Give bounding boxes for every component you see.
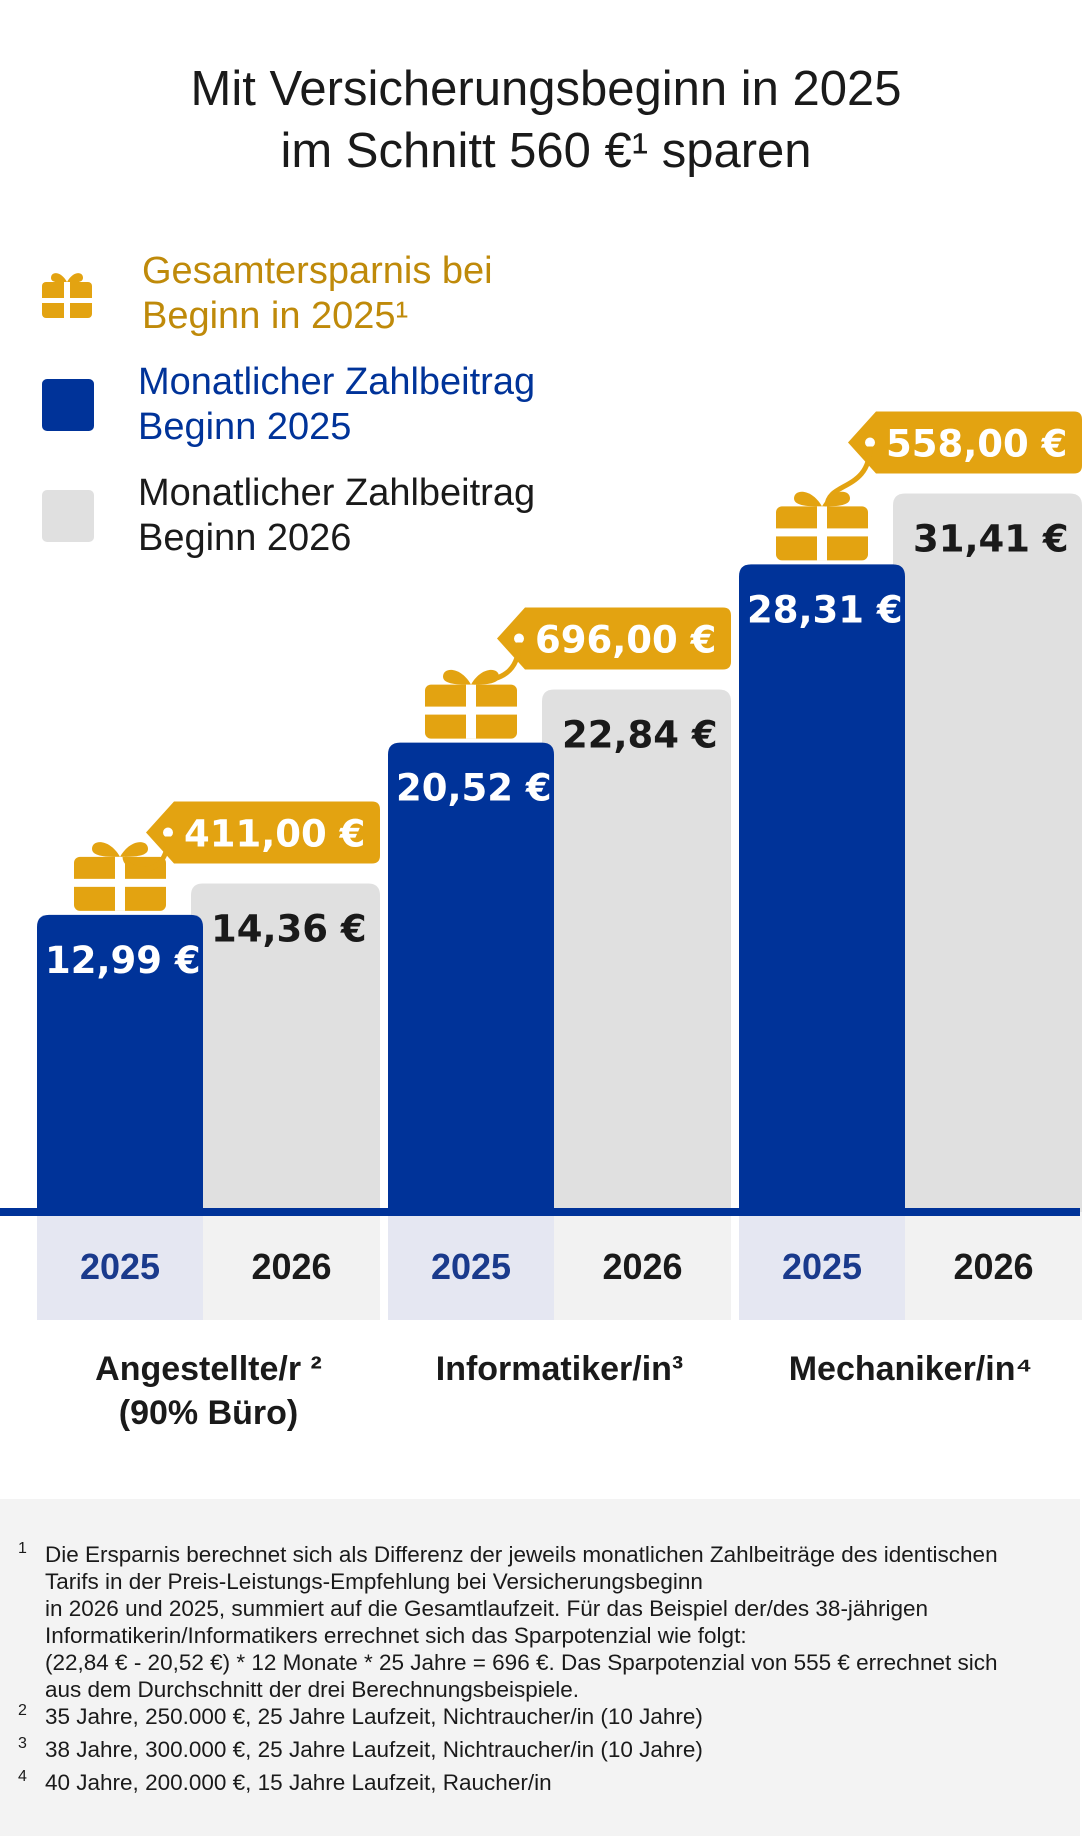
savings-tag-string — [122, 836, 171, 872]
savings-tag — [497, 607, 731, 670]
gift-bow-left — [92, 842, 120, 857]
savings-tag — [146, 801, 380, 864]
bar-chart: 14,36 €12,99 € 411,00 € 2025 2026 22,84 €20,… — [0, 411, 1082, 1320]
chart-title-line1: Mit Versicherungsbeginn in 2025 — [190, 62, 902, 116]
category-label: Informatiker/in³ — [368, 1347, 751, 1391]
legend-2026: Monatlicher Zahlbeitrag Beginn 2026 — [138, 471, 535, 561]
axis-label-2025: 2025 — [431, 1246, 511, 1287]
legend-savings: Gesamtersparnis bei Beginn in 2025¹ — [142, 249, 493, 339]
axis-label-2026: 2026 — [251, 1246, 331, 1287]
bar-2025-value-label: 28,31 € — [747, 588, 903, 631]
gift-ribbon-horizontal — [776, 528, 868, 537]
savings-tag-string — [824, 446, 873, 507]
bar-2026-value-label: 14,36 € — [211, 908, 367, 951]
gift-icon — [42, 273, 92, 318]
gift-bow-left — [443, 669, 471, 685]
bar-2025-value-label: 20,52 € — [396, 767, 552, 810]
bar-2025 — [388, 742, 554, 1212]
axis-label-2026: 2026 — [602, 1246, 682, 1287]
axis-box-2026 — [905, 1212, 1082, 1320]
savings-value-label: 696,00 € — [535, 619, 716, 662]
savings-value-label: 558,00 € — [886, 422, 1067, 465]
axis-label-2026: 2026 — [953, 1246, 1033, 1287]
gift-ribbon-horizontal — [74, 878, 166, 887]
category-label: Angestellte/r ² (90% Büro) — [17, 1347, 400, 1435]
footnote-line: aus dem Durchschnitt der drei Berechnung… — [45, 1677, 580, 1702]
axis-box-2025 — [739, 1212, 905, 1320]
savings-tag-hole — [514, 633, 524, 644]
bar-2026 — [893, 493, 1082, 1213]
bar-2025 — [739, 564, 905, 1212]
bar-2026-value-label: 31,41 € — [913, 517, 1069, 560]
footnote-line: 38 Jahre, 300.000 €, 25 Jahre Laufzeit, … — [45, 1737, 703, 1762]
axis-box-2026 — [554, 1212, 731, 1320]
gift-bow-left — [794, 491, 822, 507]
footnote-marker: 2 — [18, 1702, 27, 1719]
category-label: Mechaniker/in⁴ — [719, 1347, 1092, 1391]
category-label-line: Mechaniker/in⁴ — [788, 1350, 1033, 1388]
footnote-line: (22,84 € - 20,52 €) * 12 Monate * 25 Jah… — [45, 1650, 998, 1675]
legend-2026-line1: Monatlicher Zahlbeitrag — [138, 472, 536, 514]
chart-title: Mit Versicherungsbeginn in 2025 im Schni… — [0, 58, 1092, 182]
axis-box-2025 — [37, 1212, 203, 1320]
footnote-text: 38 Jahre, 300.000 €, 25 Jahre Laufzeit, … — [45, 1736, 703, 1763]
footnote-marker: 3 — [18, 1735, 27, 1752]
footnote-marker: 1 — [18, 1540, 27, 1557]
footnotes: 1 Die Ersparnis berechnet sich als Differ… — [0, 1499, 1080, 1836]
savings-tag-hole — [865, 437, 875, 448]
gift-ribbon-horizontal — [425, 706, 517, 715]
bar-2025-value-label: 12,99 € — [45, 939, 201, 982]
chart-title-line2: im Schnitt 560 €¹ sparen — [280, 124, 812, 178]
savings-value-label: 411,00 € — [184, 813, 365, 856]
category-label-line: Angestellte/r ² — [95, 1350, 322, 1388]
baseline — [0, 1208, 1080, 1216]
gift-icon — [74, 842, 166, 911]
gift-icon — [425, 669, 517, 739]
axis-label-2025: 2025 — [80, 1246, 160, 1287]
legend-2026-line2: Beginn 2026 — [138, 517, 352, 559]
bar-2026 — [191, 883, 380, 1212]
bar-2026 — [542, 689, 731, 1212]
footnote-line: in 2026 und 2025, summiert auf die Gesam… — [45, 1596, 928, 1621]
savings-tag — [848, 411, 1082, 474]
footnote-text: 40 Jahre, 200.000 €, 15 Jahre Laufzeit, … — [45, 1769, 552, 1796]
legend-2025-line2: Beginn 2025 — [138, 406, 352, 448]
footnote-line: 35 Jahre, 250.000 €, 25 Jahre Laufzeit, … — [45, 1704, 703, 1729]
category-label-line: (90% Büro) — [118, 1394, 299, 1432]
legend-2026-swatch — [42, 490, 94, 542]
axis-box-2025 — [388, 1212, 554, 1320]
legend-2025: Monatlicher Zahlbeitrag Beginn 2025 — [138, 360, 535, 450]
footnote-text: Die Ersparnis berechnet sich als Differe… — [45, 1541, 998, 1703]
footnote-line: Tarifs in der Preis-Leistungs-Empfehlung… — [45, 1569, 703, 1594]
savings-tag-string — [473, 642, 522, 687]
category-label-line: Informatiker/in³ — [435, 1350, 684, 1388]
bar-2026-value-label: 22,84 € — [562, 714, 718, 757]
legend-2025-line1: Monatlicher Zahlbeitrag — [138, 361, 536, 403]
footnote-marker: 4 — [18, 1768, 27, 1785]
legend-savings-line1: Gesamtersparnis bei — [142, 250, 493, 292]
footnote-line: 40 Jahre, 200.000 €, 15 Jahre Laufzeit, … — [45, 1770, 552, 1795]
axis-label-2025: 2025 — [782, 1246, 862, 1287]
footnote-text: 35 Jahre, 250.000 €, 25 Jahre Laufzeit, … — [45, 1703, 703, 1730]
savings-tag-hole — [163, 827, 173, 838]
gift-icon — [776, 491, 868, 561]
legend-savings-line2: Beginn in 2025¹ — [142, 295, 409, 337]
bar-2025 — [37, 914, 203, 1212]
axis-box-2026 — [203, 1212, 380, 1320]
footnote-line: Die Ersparnis berechnet sich als Differe… — [45, 1542, 998, 1567]
legend-2025-swatch — [42, 379, 94, 431]
footnote-line: Informatikerin/Informatikers errechnet s… — [45, 1623, 747, 1648]
gift-bow-right — [120, 842, 148, 857]
